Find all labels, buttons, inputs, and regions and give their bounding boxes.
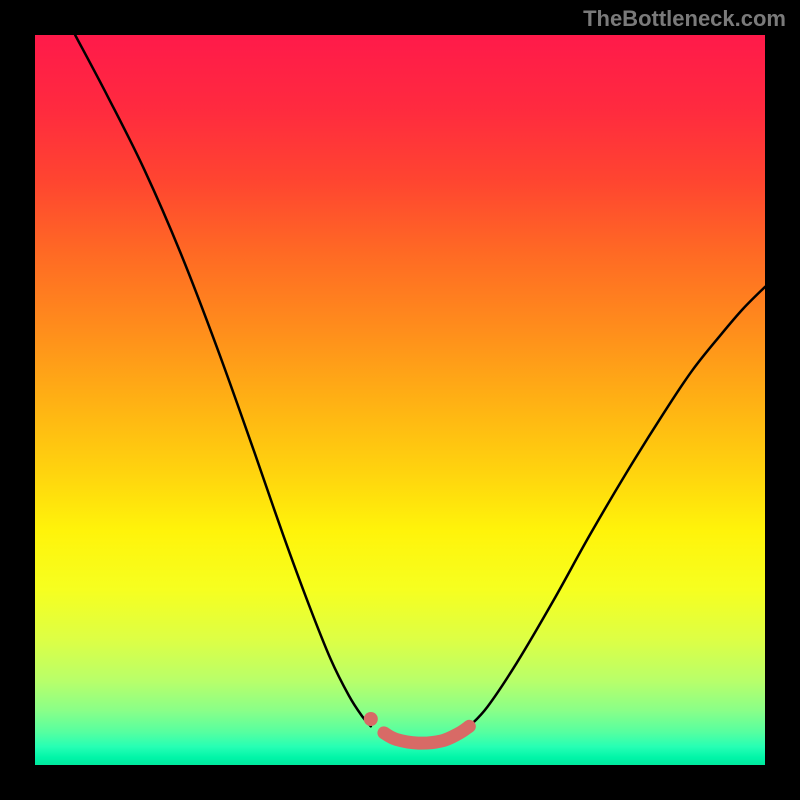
plot-area: [35, 35, 765, 765]
bottleneck-curves-svg: [35, 35, 765, 765]
chart-stage: TheBottleneck.com: [0, 0, 800, 800]
curve-right: [469, 287, 765, 726]
highlight-stroke: [384, 726, 469, 743]
curve-left: [75, 35, 371, 726]
highlight-dot: [364, 712, 378, 726]
watermark-text: TheBottleneck.com: [583, 6, 786, 32]
